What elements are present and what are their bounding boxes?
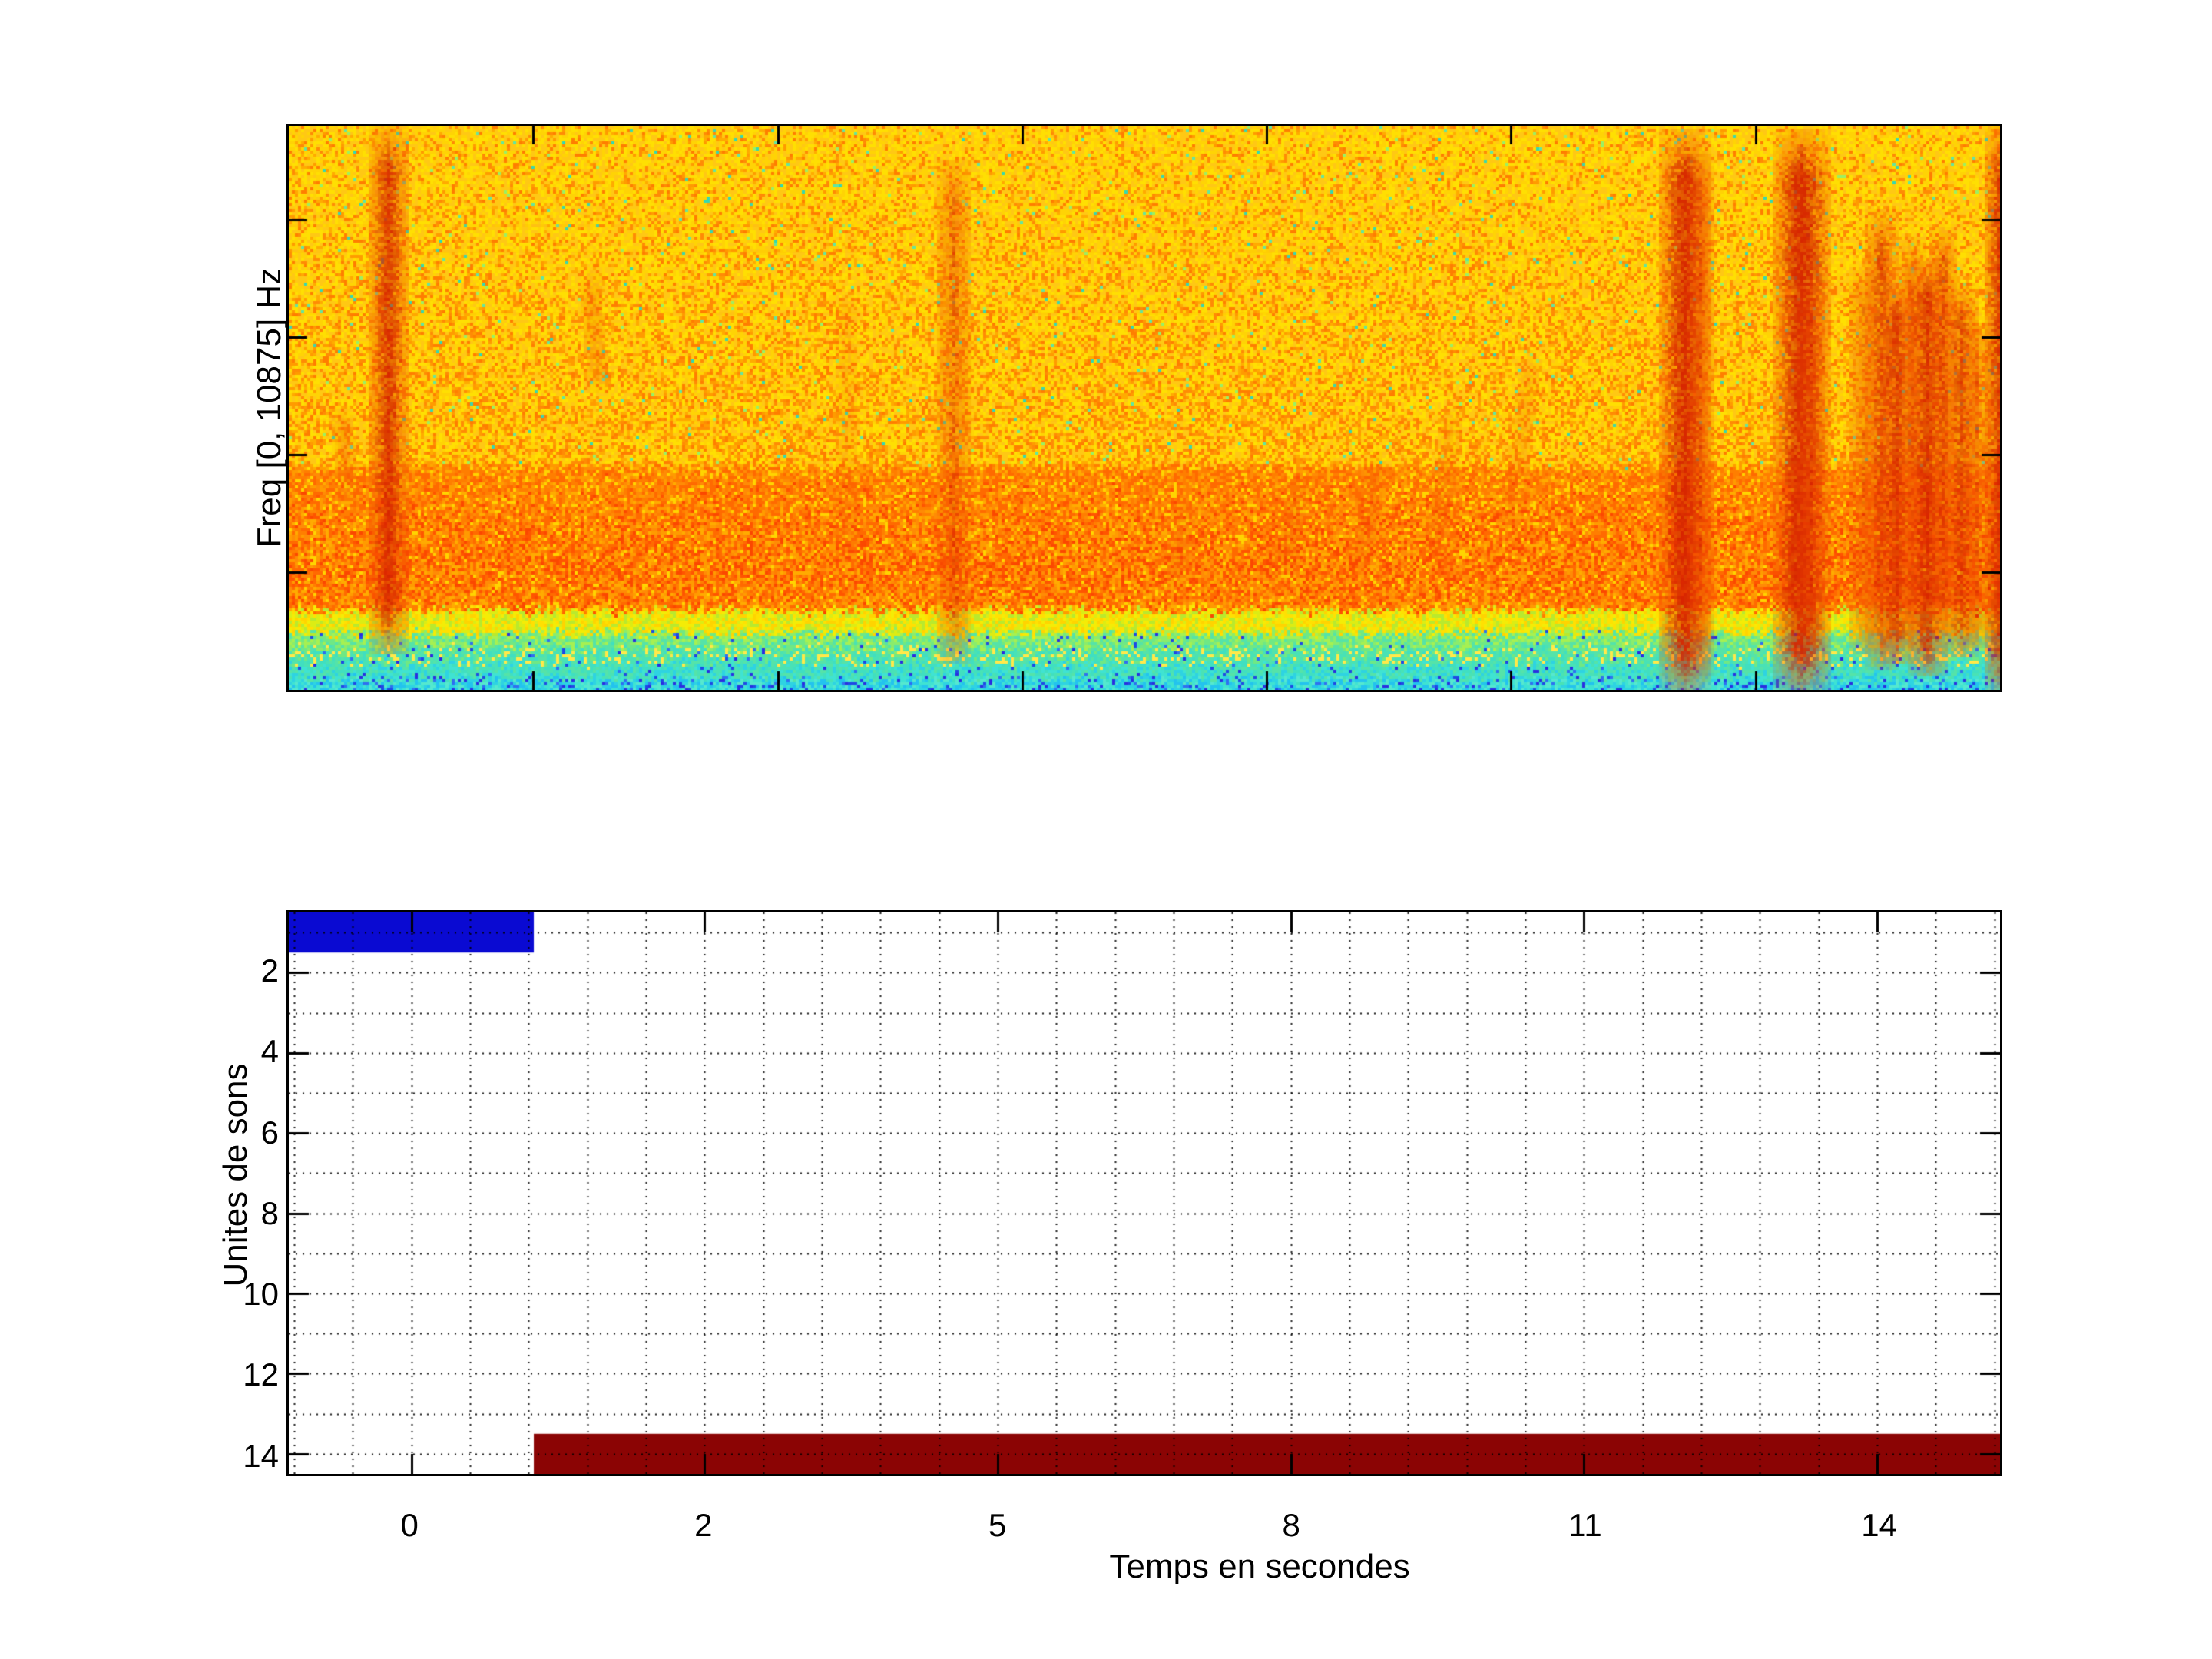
x-tick-label: 11	[1524, 1507, 1647, 1544]
spectrogram-panel	[286, 124, 2002, 692]
y-tick-label: 2	[187, 952, 279, 989]
y-tick-label: 8	[187, 1195, 279, 1232]
y-tick-label: 4	[187, 1033, 279, 1070]
timeline-plot	[289, 912, 2000, 1474]
y-tick-label: 14	[187, 1438, 279, 1475]
timeline-xlabel: Temps en secondes	[914, 1548, 1605, 1585]
spectrogram-image	[289, 126, 2000, 690]
y-tick-label: 6	[187, 1114, 279, 1151]
figure-canvas: { "chart_data": [ { "type": "heatmap", "…	[0, 0, 2212, 1659]
x-tick-label: 0	[348, 1507, 471, 1544]
spectrogram-ylabel: Freq [0, 10875] Hz	[251, 101, 288, 715]
x-tick-label: 8	[1230, 1507, 1353, 1544]
x-tick-label: 5	[936, 1507, 1059, 1544]
timeline-panel	[286, 910, 2002, 1476]
x-tick-label: 14	[1818, 1507, 1941, 1544]
x-tick-label: 2	[642, 1507, 765, 1544]
y-tick-label: 10	[187, 1276, 279, 1313]
y-tick-label: 12	[187, 1356, 279, 1393]
